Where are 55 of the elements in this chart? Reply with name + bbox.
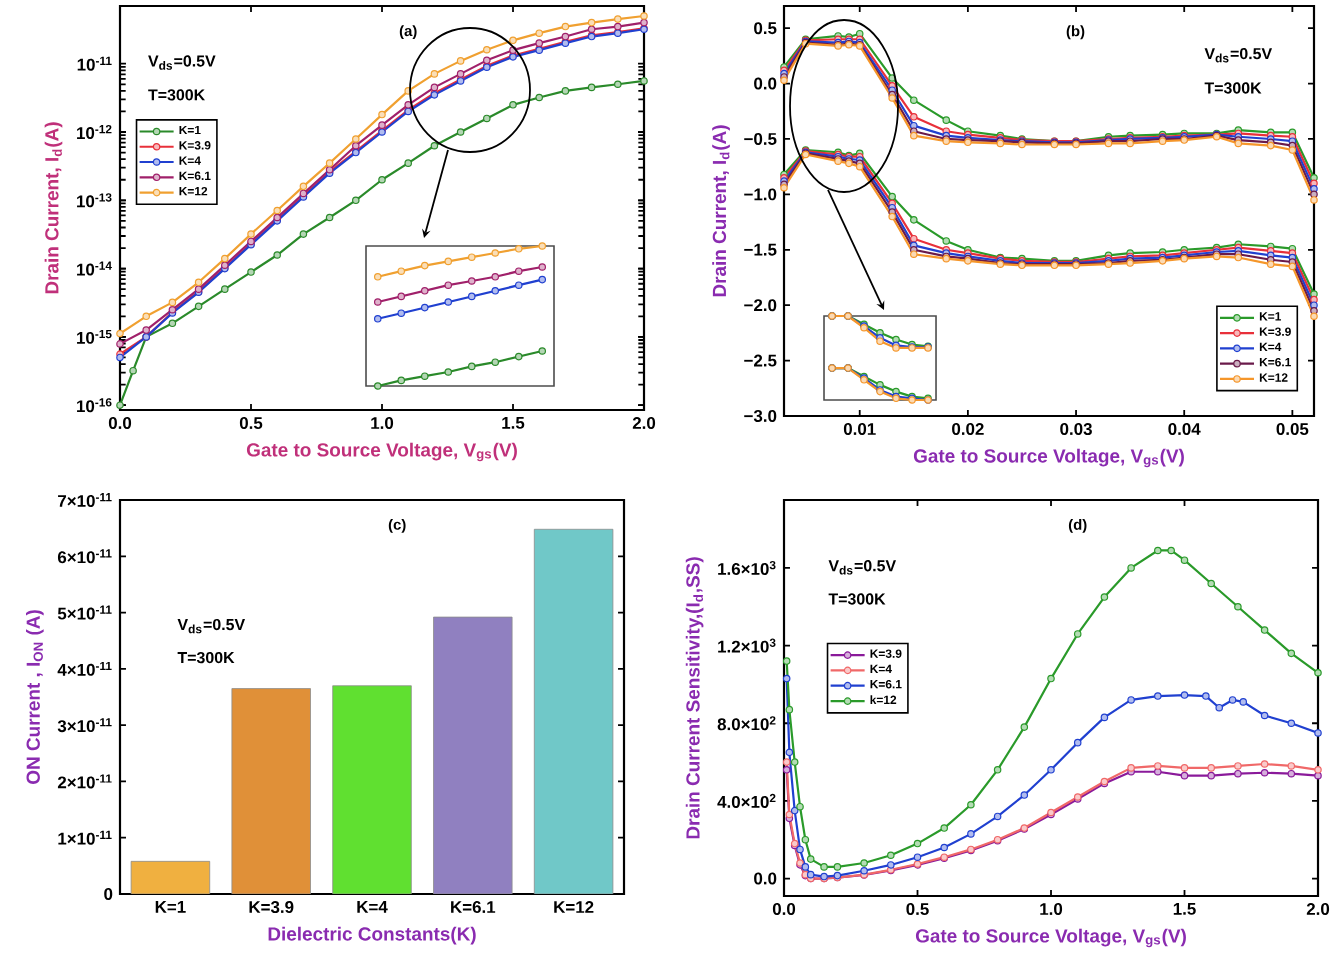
y-axis-title: ON Current , I$_{ON}$ (A) [26, 610, 44, 784]
x-tick-label: 0.05 [1276, 423, 1309, 436]
y-tick-label: −2.5 [744, 354, 777, 367]
y-tick-label: 1×10$^{-11}$ [58, 830, 112, 845]
y-axis-title: Drain Current, I$_{d}$(A) [44, 122, 63, 294]
y-tick-label: 1.2×10$^{3}$ [718, 638, 776, 653]
y-axis-title: Drain Current, I$_{d}$(A) [712, 125, 730, 297]
y-tick-label: 1.6×10$^{3}$ [718, 560, 776, 575]
x-tick-label: K=4 [357, 901, 388, 913]
y-tick-label: −0.5 [744, 132, 777, 145]
y-tick-label: 0 [104, 888, 113, 900]
y-tick-label: 10$^{-16}$ [77, 398, 112, 413]
y-tick-label: 10$^{-13}$ [77, 193, 112, 208]
y-tick-label: 10$^{-15}$ [77, 329, 112, 344]
y-tick-label: 5×10$^{-11}$ [57, 605, 112, 620]
x-tick-label: 0.01 [843, 423, 876, 436]
y-tick-label: −3.0 [744, 410, 777, 422]
y-axis-title: Drain Current Sensitivity,(I$_{d}$,SS) [685, 557, 704, 839]
x-tick-label: K=3.9 [249, 901, 294, 914]
x-tick-label: K=1 [155, 901, 186, 913]
y-tick-label: 0.0 [754, 872, 777, 885]
y-tick-label: −1.0 [744, 188, 777, 201]
y-tick-label: −2.0 [744, 299, 777, 312]
x-axis-title: Dielectric Constants(K) [268, 926, 476, 945]
x-tick-label: 2.0 [1306, 903, 1330, 916]
x-tick-label: 0.5 [239, 417, 263, 430]
x-tick-label: 2.0 [632, 417, 656, 430]
y-tick-label: 7×10$^{-11}$ [58, 493, 112, 507]
y-tick-label: 3×10$^{-11}$ [57, 718, 112, 733]
y-tick-label: 10$^{-14}$ [77, 261, 112, 276]
x-axis-title: Gate to Source Voltage, V$_{gs}$(V) [915, 928, 1186, 948]
y-tick-label: 2×10$^{-11}$ [57, 774, 112, 789]
x-tick-label: K=6.1 [451, 901, 496, 914]
x-tick-label: 0.5 [906, 903, 929, 916]
y-tick-label: 4.0×10$^{2}$ [717, 793, 776, 808]
x-tick-label: 0.0 [772, 903, 796, 916]
x-tick-label: 1.0 [371, 417, 394, 430]
x-tick-label: 0.0 [108, 417, 132, 430]
y-tick-label: −1.5 [744, 243, 777, 256]
y-tick-label: 10$^{-12}$ [77, 124, 112, 140]
x-tick-label: 0.02 [952, 423, 984, 436]
y-tick-label: 6×10$^{-11}$ [57, 549, 112, 564]
x-tick-label: 1.5 [502, 417, 525, 429]
y-tick-label: 8.0×10$^{2}$ [717, 716, 776, 731]
x-axis-title: Gate to Source Voltage, V$_{gs}$(V) [246, 442, 517, 462]
x-tick-label: 0.03 [1060, 423, 1092, 436]
x-tick-label: 0.04 [1168, 423, 1201, 436]
y-tick-label: 0.0 [754, 77, 777, 90]
y-tick-label: 0.5 [754, 22, 777, 35]
x-tick-label: 1.0 [1040, 903, 1063, 916]
x-tick-label: K=12 [554, 901, 594, 913]
y-tick-label: 4×10$^{-11}$ [57, 661, 112, 676]
y-tick-label: 10$^{-11}$ [77, 56, 112, 71]
x-tick-label: 1.5 [1173, 903, 1196, 915]
x-axis-title: Gate to Source Voltage, V$_{gs}$(V) [913, 448, 1184, 468]
